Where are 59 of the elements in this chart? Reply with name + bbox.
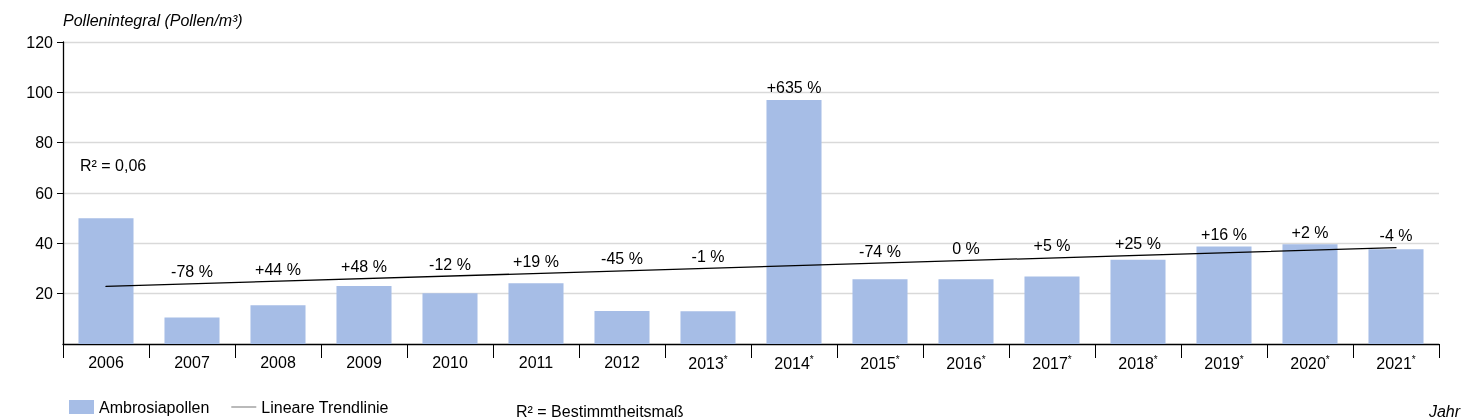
annotation: -45 % — [601, 250, 643, 268]
x-tick-label: 2017* — [1032, 353, 1072, 372]
legend-label: Ambrosiapollen — [99, 398, 210, 416]
annotation: +16 % — [1201, 226, 1247, 244]
bar — [680, 311, 736, 344]
y-tick-label: 120 — [26, 33, 54, 51]
annotation: -78 % — [171, 263, 213, 281]
bar — [422, 293, 478, 344]
x-tick-label: 2012 — [604, 353, 640, 371]
bar — [766, 99, 822, 344]
x-tick-label: 2021* — [1376, 353, 1416, 372]
bar — [250, 305, 306, 344]
bar — [164, 317, 220, 344]
y-tick-label: 20 — [35, 285, 54, 303]
bar — [1368, 249, 1424, 344]
bar — [1282, 244, 1338, 344]
y-tick-label: 100 — [26, 83, 54, 101]
x-tick-label: 2008 — [260, 353, 296, 371]
annotation: +2 % — [1291, 223, 1329, 241]
x-tick-label: 2016* — [946, 353, 986, 372]
bar — [938, 279, 994, 344]
x-axis-title: Jahr — [1427, 402, 1461, 420]
bar — [336, 286, 392, 344]
x-tick-label: 2006 — [88, 353, 124, 371]
bar — [508, 283, 564, 344]
annotation: 0 % — [952, 240, 980, 258]
bar — [852, 279, 908, 344]
annotation: -1 % — [691, 247, 725, 265]
x-tick-label: 2020* — [1290, 353, 1330, 372]
annotation: +635 % — [766, 79, 822, 97]
bar — [78, 218, 134, 344]
x-tick-label: 2019* — [1204, 353, 1244, 372]
bar — [1110, 259, 1166, 344]
annotation: +19 % — [513, 252, 559, 270]
bar — [1024, 276, 1080, 344]
x-tick-label: 2007 — [174, 353, 210, 371]
y-tick-label: 60 — [35, 184, 54, 202]
y-tick-label: 80 — [35, 134, 54, 152]
annotation: R² = 0,06 — [80, 156, 147, 174]
annotation: -74 % — [859, 242, 901, 260]
x-tick-label: 2010 — [432, 353, 468, 371]
x-tick-label: 2013* — [688, 353, 728, 372]
bar — [1196, 246, 1252, 344]
y-tick-label: 40 — [35, 234, 54, 252]
text: R² = Bestimmtheitsmaß — [516, 402, 684, 420]
bar — [594, 311, 650, 344]
annotation: +25 % — [1115, 234, 1161, 252]
x-tick-label: 2009 — [346, 353, 382, 371]
x-tick-label: 2018* — [1118, 353, 1158, 372]
annotation: +5 % — [1033, 237, 1071, 255]
x-tick-label: 2014* — [774, 353, 814, 372]
annotation: +48 % — [341, 258, 387, 276]
annotation: -4 % — [1379, 227, 1413, 245]
x-tick-label: 2011 — [518, 353, 554, 371]
legend-label: Lineare Trendlinie — [261, 398, 389, 416]
annotation: +44 % — [255, 260, 301, 278]
annotation: -12 % — [429, 255, 471, 273]
y-axis-title: Pollenintegral (Pollen/m³) — [63, 11, 243, 29]
x-tick-label: 2015* — [860, 353, 900, 372]
